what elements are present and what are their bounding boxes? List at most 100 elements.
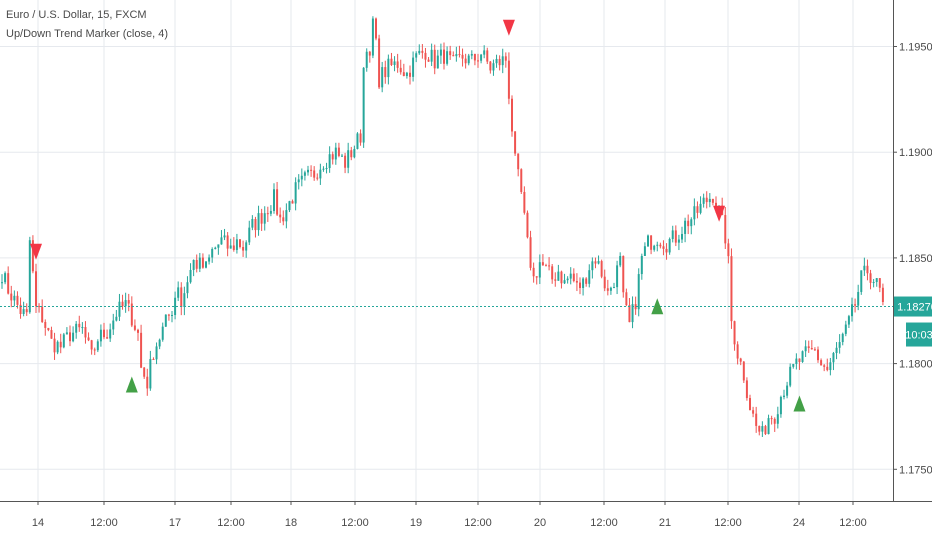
- candle: [807, 340, 810, 353]
- candle: [130, 296, 133, 328]
- candle: [813, 347, 816, 351]
- price-axis[interactable]: 1.19500 1.19000 1.18500 1.18000 1.17500: [893, 42, 932, 477]
- candle: [776, 406, 779, 429]
- x-tick-label: 12:00: [217, 517, 245, 529]
- candle: [511, 95, 513, 137]
- candle: [634, 296, 637, 315]
- candle: [563, 273, 566, 285]
- x-tick-label: 12:00: [714, 517, 742, 529]
- candle: [603, 269, 606, 292]
- candle: [622, 255, 625, 298]
- candle: [795, 353, 798, 370]
- candle: [507, 52, 510, 105]
- candle: [755, 406, 758, 433]
- candle: [501, 48, 504, 74]
- candle: [659, 242, 662, 249]
- candle: [220, 230, 223, 245]
- candle: [860, 270, 863, 295]
- candle: [591, 257, 594, 279]
- y-tick-label: 1.18500: [899, 253, 932, 265]
- candle: [551, 263, 554, 284]
- countdown-label: 10:03: [905, 330, 932, 342]
- candle: [177, 281, 180, 302]
- candle: [96, 339, 99, 353]
- candle: [548, 257, 551, 271]
- candle: [851, 297, 853, 322]
- candle: [143, 367, 146, 379]
- candle: [613, 282, 615, 289]
- candle: [239, 239, 241, 249]
- candle: [690, 217, 693, 235]
- up-trend-marker: [651, 298, 664, 315]
- candle: [171, 311, 173, 323]
- candle: [106, 329, 109, 339]
- candle: [560, 270, 563, 289]
- candle: [557, 264, 560, 281]
- x-tick-label: 12:00: [590, 517, 618, 529]
- candle: [767, 414, 770, 435]
- candle: [115, 309, 118, 322]
- candle: [75, 321, 78, 339]
- candle: [541, 254, 544, 266]
- up-trend-marker: [125, 376, 138, 393]
- candle: [378, 34, 381, 90]
- candle: [702, 193, 705, 208]
- candle: [875, 277, 878, 287]
- candle: [313, 166, 316, 181]
- candle: [38, 303, 41, 313]
- candle: [640, 253, 643, 280]
- candle: [232, 237, 235, 252]
- candle: [282, 210, 285, 226]
- candle: [650, 235, 653, 255]
- candle: [609, 286, 612, 295]
- candle: [402, 63, 405, 77]
- candle: [443, 42, 445, 70]
- candle: [25, 303, 28, 316]
- candle: [223, 228, 226, 241]
- candle: [198, 252, 201, 273]
- candle: [483, 45, 486, 59]
- candle: [279, 207, 282, 223]
- candle: [319, 163, 322, 185]
- candle: [208, 254, 211, 265]
- candle: [838, 334, 841, 354]
- candle: [245, 240, 248, 258]
- candle: [665, 243, 668, 260]
- candle: [600, 259, 603, 279]
- candle: [588, 264, 591, 288]
- candle: [214, 246, 217, 250]
- candle: [498, 55, 501, 71]
- candle: [334, 142, 337, 165]
- candle: [393, 56, 396, 72]
- candle: [430, 43, 433, 67]
- candle: [22, 301, 25, 317]
- candle: [90, 339, 93, 355]
- candle: [103, 322, 105, 340]
- candle: [375, 17, 377, 41]
- candle: [133, 319, 136, 332]
- candle: [217, 244, 220, 255]
- time-axis[interactable]: 14 12:00 17 12:00 18 12:00 19 12:00 20 12:00 21 12:…: [32, 501, 867, 529]
- candle: [409, 65, 411, 85]
- candle: [300, 168, 303, 187]
- candle: [866, 259, 869, 281]
- candle: [424, 47, 427, 68]
- candle: [684, 217, 687, 243]
- candle: [381, 61, 384, 93]
- candle: [341, 153, 343, 157]
- x-tick-label: 12:00: [464, 517, 492, 529]
- candle: [470, 50, 473, 60]
- candle: [566, 276, 569, 284]
- candle: [201, 253, 204, 269]
- candle: [535, 276, 538, 285]
- candle: [353, 145, 356, 159]
- candle: [16, 291, 19, 309]
- x-tick-label: 12:00: [341, 517, 369, 529]
- candle: [452, 51, 455, 57]
- candle: [331, 151, 334, 165]
- candle: [606, 279, 609, 296]
- candle: [189, 263, 192, 284]
- candle: [288, 200, 291, 213]
- candle: [118, 293, 121, 321]
